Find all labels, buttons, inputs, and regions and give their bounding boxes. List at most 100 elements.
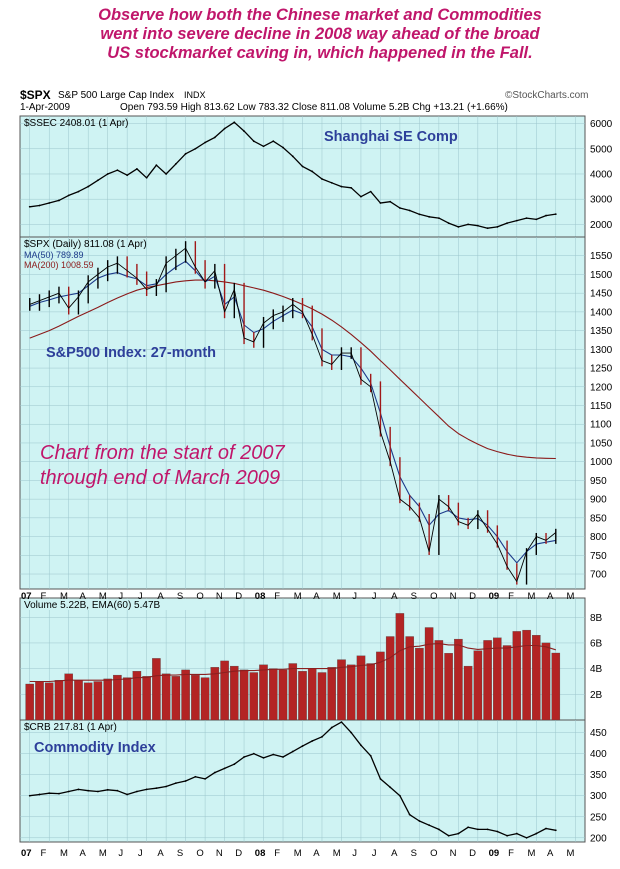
x-axis-1-month-label: J <box>352 848 357 859</box>
ssec-point <box>233 121 236 124</box>
x-axis-1-month-label: M <box>528 848 536 859</box>
panel-3-y-tick: 250 <box>590 812 607 823</box>
ssec-point <box>447 222 450 225</box>
volume-bar <box>132 671 142 721</box>
index-name: S&P 500 Large Cap Index <box>58 90 175 101</box>
volume-bar <box>259 664 268 721</box>
ssec-point <box>418 213 421 216</box>
volume-bar <box>249 672 259 721</box>
crb-point <box>165 785 168 788</box>
ssec-point <box>545 214 547 217</box>
x-axis-0-month-label: S <box>411 591 417 602</box>
x-axis-1-month-label: A <box>79 848 86 859</box>
ssec-point <box>87 185 90 188</box>
crb-point <box>447 834 450 837</box>
crb-point <box>233 763 236 766</box>
volume-bar <box>512 631 522 721</box>
x-axis-1-month-label: M <box>99 848 107 859</box>
crb-point <box>291 750 294 753</box>
ssec-point <box>399 207 401 209</box>
volume-bar <box>551 652 561 721</box>
crb-point <box>360 744 362 747</box>
x-axis-0-month-label: F <box>274 591 280 602</box>
volume-bar <box>239 669 249 721</box>
panel-1-y-tick: 700 <box>590 570 607 581</box>
crb-point <box>58 792 60 795</box>
volume-bar <box>191 674 200 721</box>
volume-bar <box>532 635 541 721</box>
crb-point <box>194 775 197 778</box>
crb-point <box>554 829 557 832</box>
crb-point <box>437 828 440 831</box>
crb-point <box>272 753 275 756</box>
volume-bar <box>346 664 356 721</box>
crb-point <box>145 788 148 791</box>
volume-ema-line <box>29 643 556 683</box>
crb-point <box>476 828 479 831</box>
crb-point <box>525 836 528 839</box>
crb-point <box>252 752 255 755</box>
crb-point <box>116 789 119 792</box>
x-axis-1-month-label: S <box>411 848 417 859</box>
crb-point <box>418 820 421 822</box>
ssec-point <box>48 202 51 204</box>
volume-bar <box>25 683 34 721</box>
x-axis-1-month-label: D <box>235 848 242 859</box>
volume-bar <box>522 629 531 721</box>
crb-point <box>350 731 353 734</box>
panel-1-y-tick: 750 <box>590 551 607 562</box>
x-axis-0-month-label: M <box>60 591 68 602</box>
volume-bar <box>122 677 132 721</box>
chart-date: 1-Apr-2009 <box>20 102 71 113</box>
crb-point <box>155 787 158 790</box>
crb-point <box>506 834 508 837</box>
crb-point <box>467 826 470 829</box>
x-axis-1-month-label: F <box>40 848 46 859</box>
x-axis-0-month-label: F <box>508 591 514 602</box>
panel-3-y-tick: 200 <box>590 833 607 844</box>
ssec-point <box>223 127 226 130</box>
x-axis-1-month-label: N <box>450 848 457 859</box>
x-axis-0-month-label: M <box>294 591 302 602</box>
volume-bar <box>502 645 512 721</box>
volume-bar <box>35 681 44 721</box>
panel-0-y-tick: 2000 <box>590 220 613 231</box>
headline-annotation: Observe how both the Chinese market and … <box>40 6 600 63</box>
crb-point <box>496 830 499 833</box>
ssec-legend: $SSEC 2408.01 (1 Apr) <box>24 118 129 129</box>
ssec-point <box>174 162 177 165</box>
panel-1-y-tick: 800 <box>590 532 607 543</box>
panel-1-y-tick: 900 <box>590 495 607 506</box>
ssec-point <box>184 152 187 155</box>
panel-1-y-tick: 1150 <box>590 401 612 412</box>
x-axis-1-month-label: S <box>177 848 183 859</box>
ssec-annotation: Shanghai SE Comp <box>324 129 458 145</box>
volume-bar <box>307 668 317 721</box>
x-axis-1-month-label: M <box>294 848 302 859</box>
panel-2-y-tick: 2B <box>590 690 603 701</box>
volume-bar <box>278 669 288 721</box>
x-axis-1-month-label: J <box>118 848 123 859</box>
crb-point <box>243 756 245 758</box>
x-axis-1-month-label: 07 <box>21 848 32 859</box>
x-axis-0-month-label: O <box>430 591 437 602</box>
volume-bar <box>210 667 220 721</box>
ssec-point <box>486 227 489 230</box>
ssec-point <box>467 223 470 226</box>
volume-bar <box>463 665 473 721</box>
x-axis-0-month-label: A <box>157 591 164 602</box>
x-axis-1-month-label: J <box>138 848 143 859</box>
crb-point <box>311 740 314 742</box>
crb-point <box>97 790 99 793</box>
crb-point <box>262 756 265 759</box>
x-axis-0-month-label: O <box>196 591 203 602</box>
panel-0-y-tick: 6000 <box>590 119 613 130</box>
crb-point <box>515 832 518 835</box>
crb-point <box>486 828 489 831</box>
x-axis-1-month-label: O <box>430 848 437 859</box>
x-axis-0-month-label: J <box>138 591 143 602</box>
x-axis-1-month-label: A <box>157 848 164 859</box>
ssec-point <box>360 195 362 198</box>
panel-1-y-tick: 1250 <box>590 364 613 375</box>
x-axis-1-month-label: A <box>547 848 554 859</box>
